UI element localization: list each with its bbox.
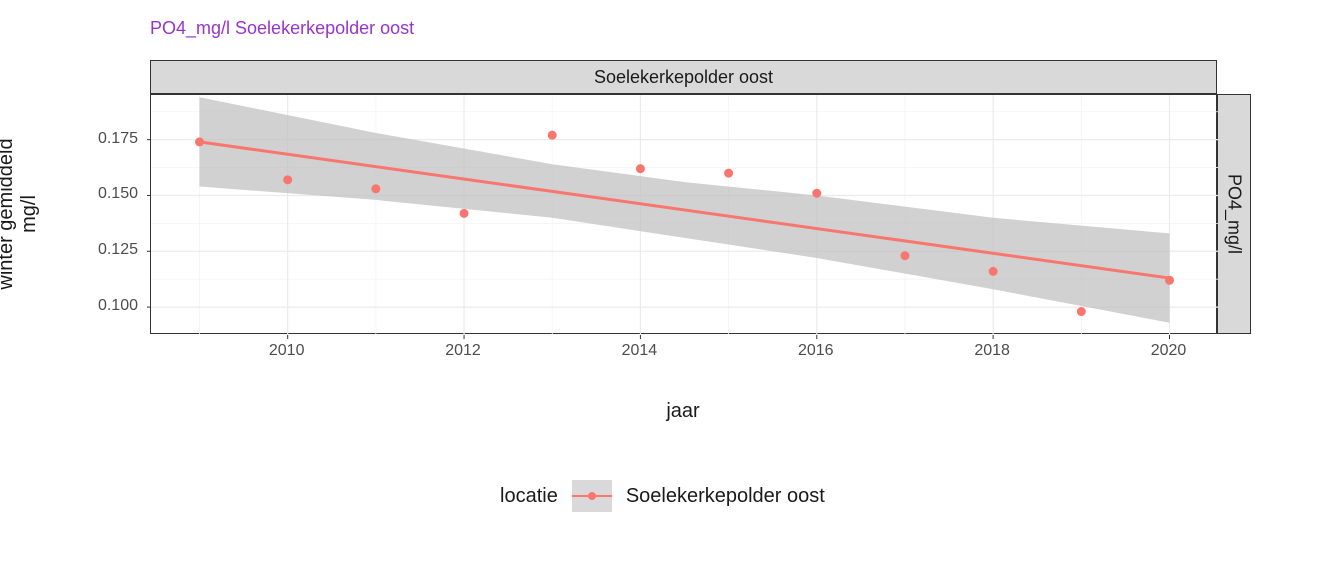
legend-key [572,480,612,512]
y-tick-label: 0.125 [98,241,138,259]
facet-right-label: PO4_mg/l [1224,174,1245,254]
facet-strip-right: PO4_mg/l [1217,94,1251,334]
x-tick-label: 2018 [974,342,1010,360]
plot-svg [151,95,1218,335]
legend: locatie Soelekerkepolder oost [500,480,825,512]
plot-panel [150,94,1217,334]
legend-item-label: Soelekerkepolder oost [626,485,825,508]
x-tick-label: 2020 [1151,342,1187,360]
legend-point-icon [588,492,596,500]
x-axis-label: jaar [666,400,699,423]
x-tick-label: 2010 [269,342,305,360]
chart-title: PO4_mg/l Soelekerkepolder oost [150,18,414,39]
facet-top-label: Soelekerkepolder oost [594,67,773,88]
x-tick-label: 2014 [622,342,658,360]
y-tick-label: 0.100 [98,297,138,315]
y-tick-label: 0.150 [98,185,138,203]
legend-title: locatie [500,485,558,508]
facet-strip-top: Soelekerkepolder oost [150,60,1217,94]
x-tick-label: 2012 [445,342,481,360]
x-tick-label: 2016 [798,342,834,360]
y-tick-label: 0.175 [98,130,138,148]
